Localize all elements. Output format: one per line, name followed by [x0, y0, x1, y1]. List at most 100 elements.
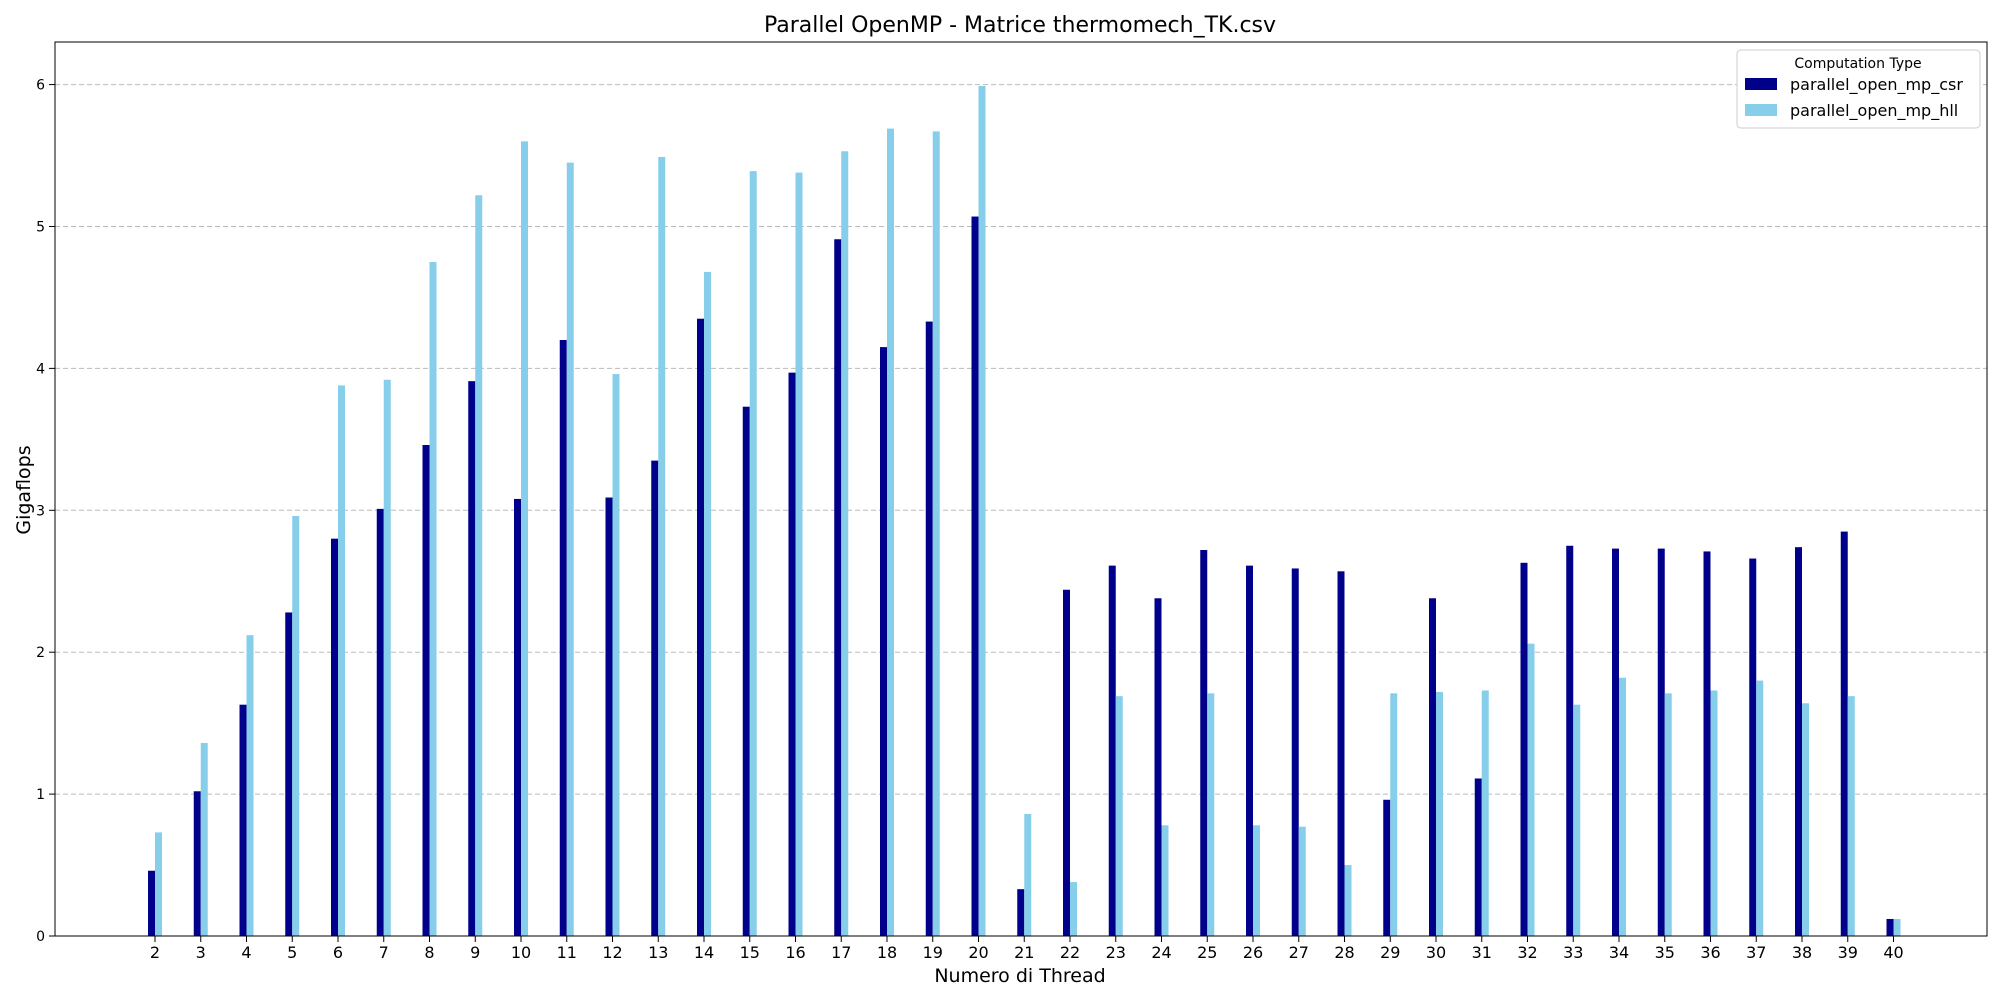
bar-csr-15	[742, 406, 750, 936]
bar-hll-23	[1115, 696, 1123, 936]
bar-hll-27	[1298, 826, 1306, 936]
x-tick-label: 10	[511, 943, 531, 962]
bar-csr-32	[1520, 562, 1528, 936]
bar-hll-29	[1390, 693, 1398, 936]
bar-csr-6	[331, 538, 338, 936]
y-tick-label: 5	[36, 219, 45, 235]
bar-csr-27	[1291, 568, 1299, 936]
x-tick-label: 35	[1655, 943, 1675, 962]
x-tick-label: 38	[1792, 943, 1812, 962]
x-tick-label: 34	[1609, 943, 1629, 962]
x-tick-label: 22	[1060, 943, 1080, 962]
bar-csr-39	[1840, 531, 1848, 936]
y-tick-label: 3	[36, 503, 45, 519]
x-axis: 2 3 4 5 6 7 8 9 10 11 12 13 14 15 16 17 18 19 20 21 22 23 24 25…	[150, 936, 1904, 962]
bar-hll-21	[1024, 813, 1032, 936]
bar-hll-12	[612, 374, 620, 936]
x-tick-label: 8	[424, 943, 434, 962]
bar-hll-5	[292, 515, 300, 936]
bar-hll-22	[1070, 882, 1077, 936]
bar-csr-31	[1474, 778, 1482, 936]
bar-csr-13	[651, 460, 659, 936]
bar-csr-4	[239, 704, 247, 936]
legend-title: Computation Type	[1794, 56, 1921, 72]
bar-csr-7	[376, 508, 384, 936]
legend-box	[1736, 49, 1981, 129]
bar-csr-8	[422, 445, 430, 936]
bar-hll-8	[429, 261, 437, 936]
x-tick-label: 16	[785, 943, 805, 962]
x-tick-label: 5	[287, 943, 297, 962]
chart-title: Parallel OpenMP - Matrice thermomech_TK.…	[764, 13, 1276, 38]
bars	[148, 85, 1901, 937]
bar-csr-16	[788, 372, 796, 937]
bar-csr-14	[697, 318, 704, 936]
x-tick-label: 27	[1289, 943, 1309, 962]
y-tick-label: 4	[36, 361, 45, 377]
bar-hll-18	[887, 128, 894, 937]
bar-csr-2	[148, 870, 155, 936]
bar-csr-22	[1063, 589, 1070, 936]
bar-csr-21	[1017, 889, 1025, 936]
bar-csr-20	[971, 216, 979, 937]
x-tick-label: 31	[1472, 943, 1492, 962]
legend-swatch-csr	[1745, 78, 1777, 90]
bar-hll-4	[246, 635, 254, 936]
bar-hll-15	[749, 171, 757, 937]
x-tick-label: 36	[1700, 943, 1720, 962]
bar-csr-18	[880, 347, 887, 937]
bar-hll-30	[1436, 691, 1443, 936]
bar-csr-19	[925, 321, 933, 936]
x-tick-label: 18	[877, 943, 897, 962]
x-tick-label: 33	[1563, 943, 1583, 962]
x-tick-label: 29	[1380, 943, 1400, 962]
bar-hll-3	[200, 743, 208, 936]
bar-csr-40	[1886, 918, 1894, 936]
x-tick-label: 11	[557, 943, 577, 962]
bar-csr-5	[285, 612, 293, 936]
bar-csr-29	[1383, 799, 1391, 936]
bar-hll-13	[658, 156, 666, 936]
y-axis: 0 1 2 3 4 5 6	[36, 78, 55, 945]
bar-hll-26	[1253, 825, 1260, 936]
bar-csr-17	[834, 239, 842, 936]
bar-hll-16	[795, 172, 803, 937]
x-tick-label: 7	[379, 943, 389, 962]
bar-hll-38	[1802, 703, 1809, 936]
bar-csr-38	[1795, 547, 1802, 936]
x-tick-label: 24	[1151, 943, 1171, 962]
x-tick-label: 2	[150, 943, 160, 962]
x-tick-label: 13	[648, 943, 668, 962]
bar-csr-34	[1612, 548, 1619, 936]
bar-hll-6	[338, 385, 345, 936]
x-tick-label: 37	[1746, 943, 1766, 962]
x-tick-label: 9	[470, 943, 480, 962]
bar-hll-32	[1527, 643, 1535, 936]
x-tick-label: 12	[602, 943, 622, 962]
y-tick-label: 6	[36, 78, 45, 94]
bar-csr-26	[1246, 565, 1253, 936]
bar-hll-24	[1161, 825, 1169, 936]
bar-hll-39	[1847, 696, 1855, 936]
y-tick-label: 2	[36, 645, 45, 661]
y-tick-label: 0	[36, 929, 45, 945]
bar-hll-2	[155, 832, 162, 936]
bar-csr-11	[559, 340, 567, 936]
bar-hll-10	[521, 141, 528, 937]
bar-hll-34	[1619, 677, 1626, 936]
bar-hll-20	[978, 85, 986, 936]
x-tick-label: 25	[1197, 943, 1217, 962]
bar-hll-31	[1481, 690, 1489, 936]
legend-swatch-hll	[1745, 104, 1777, 116]
bar-hll-36	[1710, 690, 1718, 936]
bar-hll-35	[1664, 693, 1672, 936]
x-tick-label: 40	[1883, 943, 1903, 962]
bar-csr-24	[1154, 598, 1162, 936]
x-tick-label: 3	[196, 943, 206, 962]
bar-csr-37	[1749, 558, 1757, 936]
bar-hll-9	[475, 195, 483, 936]
x-tick-label: 21	[1014, 943, 1034, 962]
bar-hll-33	[1573, 704, 1581, 936]
